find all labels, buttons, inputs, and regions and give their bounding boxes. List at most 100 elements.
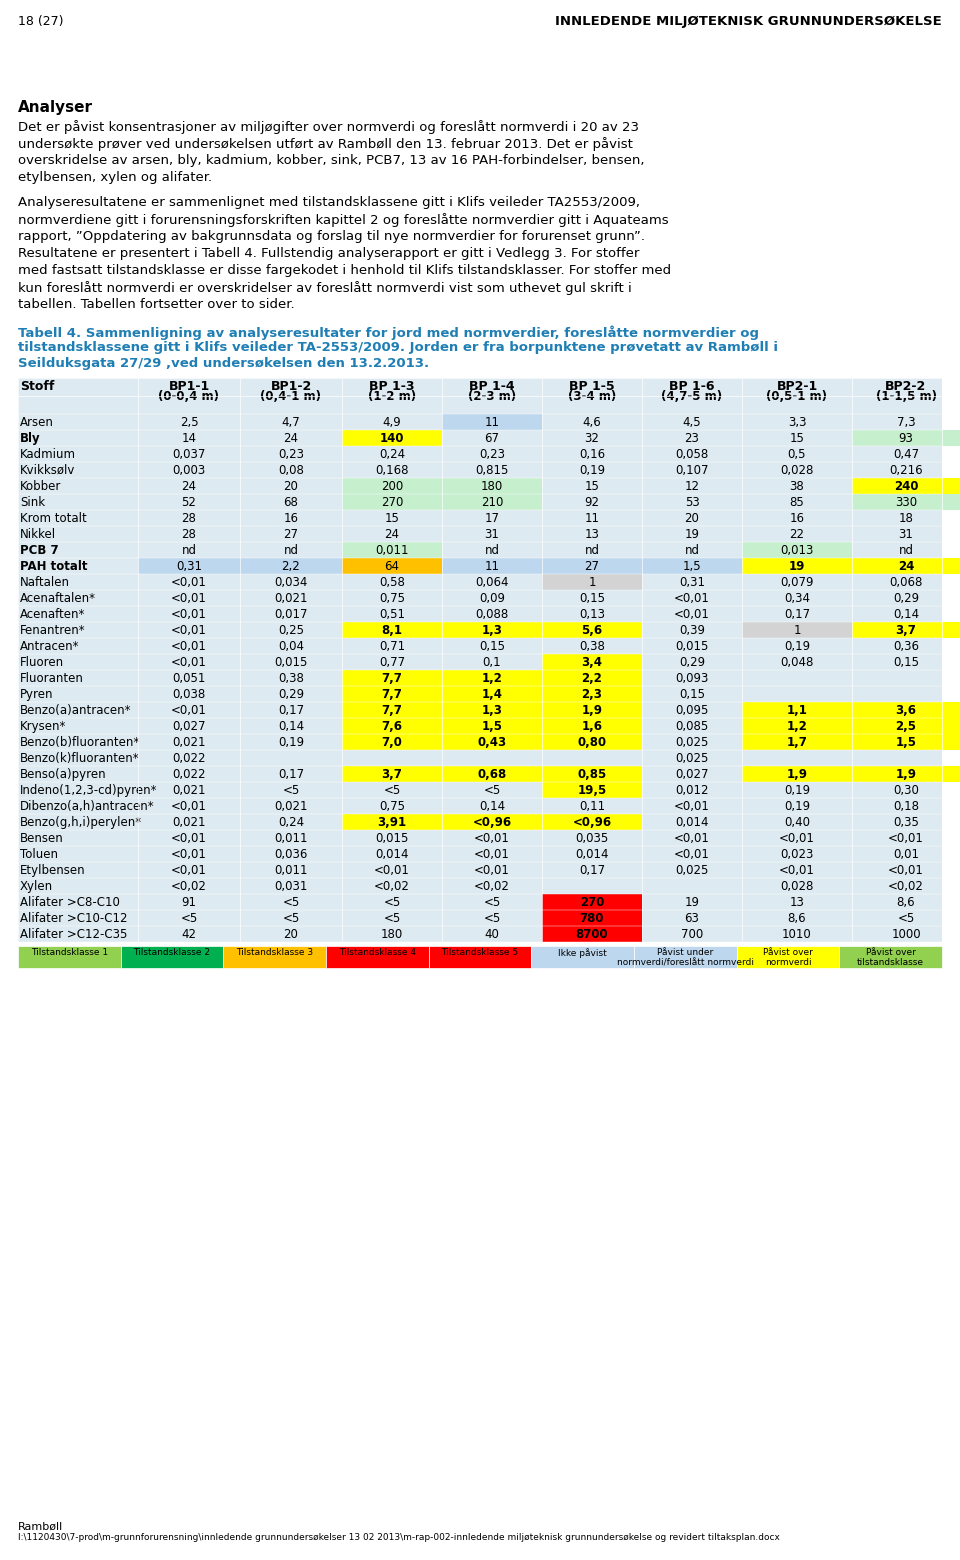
Bar xyxy=(442,766,542,782)
Bar xyxy=(18,766,942,782)
Text: nd: nd xyxy=(485,544,499,557)
Bar xyxy=(342,477,442,495)
Text: <0,01: <0,01 xyxy=(171,704,207,718)
Text: 0,051: 0,051 xyxy=(172,672,205,685)
Text: 0,68: 0,68 xyxy=(477,768,507,782)
Text: 0,003: 0,003 xyxy=(173,463,205,477)
Text: 0,24: 0,24 xyxy=(379,448,405,462)
Text: 0,15: 0,15 xyxy=(579,591,605,605)
Text: 0,15: 0,15 xyxy=(893,657,919,669)
Text: 38: 38 xyxy=(790,480,804,493)
Text: 0,022: 0,022 xyxy=(172,768,205,782)
Text: 4,7: 4,7 xyxy=(281,417,300,429)
Text: 0,1: 0,1 xyxy=(483,657,501,669)
Text: <0,01: <0,01 xyxy=(171,576,207,590)
Text: Krom totalt: Krom totalt xyxy=(20,512,86,526)
Text: <0,01: <0,01 xyxy=(171,624,207,636)
Text: 0,038: 0,038 xyxy=(173,688,205,700)
Text: 1000: 1000 xyxy=(891,928,921,941)
Text: nd: nd xyxy=(684,544,700,557)
Text: 1,9: 1,9 xyxy=(582,704,603,718)
Text: Påvist over
normverdi: Påvist over normverdi xyxy=(763,948,813,967)
Text: 0,17: 0,17 xyxy=(278,768,304,782)
Text: Fluoranten: Fluoranten xyxy=(20,672,84,685)
Text: 7,6: 7,6 xyxy=(381,721,402,733)
Bar xyxy=(542,894,642,909)
Text: 180: 180 xyxy=(381,928,403,941)
Bar xyxy=(442,495,542,510)
Text: 0,15: 0,15 xyxy=(679,688,705,700)
Text: 270: 270 xyxy=(381,496,403,509)
Text: BP2-1: BP2-1 xyxy=(777,381,818,393)
Text: 0,29: 0,29 xyxy=(679,657,705,669)
Text: 0,036: 0,036 xyxy=(275,849,308,861)
Text: 0,71: 0,71 xyxy=(379,640,405,654)
Text: Etylbensen: Etylbensen xyxy=(20,864,85,877)
Text: 780: 780 xyxy=(580,913,604,925)
Text: (4,7-5 m): (4,7-5 m) xyxy=(661,390,723,402)
Text: Benzo(k)fluoranten*: Benzo(k)fluoranten* xyxy=(20,752,139,764)
Bar xyxy=(18,526,942,541)
Text: BP1-1: BP1-1 xyxy=(168,381,209,393)
Text: 0,064: 0,064 xyxy=(475,576,509,590)
Text: 0,31: 0,31 xyxy=(679,576,705,590)
Text: <0,96: <0,96 xyxy=(572,816,612,828)
Text: 0,24: 0,24 xyxy=(278,816,304,828)
Text: 0,36: 0,36 xyxy=(893,640,919,654)
Text: 18: 18 xyxy=(899,512,913,526)
Text: Tabell 4. Sammenligning av analyseresultater for jord med normverdier, foreslått: Tabell 4. Sammenligning av analyseresult… xyxy=(18,324,759,340)
Bar xyxy=(18,863,942,878)
Bar xyxy=(138,558,240,574)
Text: 0,021: 0,021 xyxy=(275,800,308,813)
Text: 0,13: 0,13 xyxy=(579,608,605,621)
Text: <0,02: <0,02 xyxy=(374,880,410,892)
Text: 0,14: 0,14 xyxy=(893,608,919,621)
Text: INNLEDENDE MILJØTEKNISK GRUNNUNDERSØKELSE: INNLEDENDE MILJØTEKNISK GRUNNUNDERSØKELS… xyxy=(555,16,942,28)
Text: 0,17: 0,17 xyxy=(579,864,605,877)
Text: 0,021: 0,021 xyxy=(172,736,205,749)
Text: 0,47: 0,47 xyxy=(893,448,919,462)
Text: Fenantren*: Fenantren* xyxy=(20,624,85,636)
Text: 11: 11 xyxy=(485,417,499,429)
Text: 0,216: 0,216 xyxy=(889,463,923,477)
Text: <0,01: <0,01 xyxy=(171,591,207,605)
Text: 0,025: 0,025 xyxy=(675,752,708,764)
Bar xyxy=(342,702,442,718)
Text: Seilduksgata 27/29 ,ved undersøkelsen den 13.2.2013.: Seilduksgata 27/29 ,ved undersøkelsen de… xyxy=(18,357,429,370)
Bar xyxy=(442,814,542,830)
Bar xyxy=(742,718,852,735)
Bar xyxy=(442,669,542,686)
Text: 0,031: 0,031 xyxy=(275,880,308,892)
Text: nd: nd xyxy=(585,544,599,557)
Text: Benso(a)pyren: Benso(a)pyren xyxy=(20,768,107,782)
Text: 1010: 1010 xyxy=(782,928,812,941)
Bar xyxy=(18,686,942,702)
Text: 0,34: 0,34 xyxy=(784,591,810,605)
Text: 3,7: 3,7 xyxy=(381,768,402,782)
Text: 0,011: 0,011 xyxy=(275,864,308,877)
Bar xyxy=(18,735,942,750)
Text: 0,015: 0,015 xyxy=(275,657,308,669)
Text: 0,17: 0,17 xyxy=(278,704,304,718)
Text: 13: 13 xyxy=(789,895,804,909)
Text: 15: 15 xyxy=(385,512,399,526)
Text: 1,5: 1,5 xyxy=(482,721,502,733)
Bar xyxy=(342,495,442,510)
Bar xyxy=(18,431,942,446)
Text: nd: nd xyxy=(283,544,299,557)
Bar xyxy=(852,558,960,574)
Text: Bly: Bly xyxy=(20,432,40,445)
Text: 3,3: 3,3 xyxy=(788,417,806,429)
Text: 0,01: 0,01 xyxy=(893,849,919,861)
Text: Analyseresultatene er sammenlignet med tilstandsklassene gitt i Klifs veileder T: Analyseresultatene er sammenlignet med t… xyxy=(18,197,640,209)
Text: <0,01: <0,01 xyxy=(171,657,207,669)
Text: 0,38: 0,38 xyxy=(579,640,605,654)
Text: 8,1: 8,1 xyxy=(381,624,402,636)
Text: 0,068: 0,068 xyxy=(889,576,923,590)
Text: <0,01: <0,01 xyxy=(171,608,207,621)
Text: 27: 27 xyxy=(585,560,599,573)
Text: 700: 700 xyxy=(681,928,703,941)
Text: <0,01: <0,01 xyxy=(171,864,207,877)
Text: 8,6: 8,6 xyxy=(788,913,806,925)
Text: <0,01: <0,01 xyxy=(674,800,710,813)
